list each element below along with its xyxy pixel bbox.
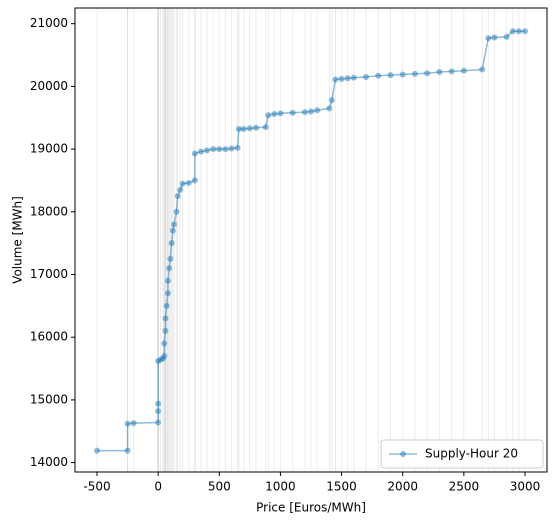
data-point bbox=[228, 145, 235, 152]
data-point bbox=[161, 353, 168, 359]
data-point bbox=[387, 72, 394, 79]
data-point bbox=[399, 71, 406, 78]
data-point bbox=[314, 107, 321, 114]
x-axis-label: Price [Euros/MWh] bbox=[256, 501, 366, 515]
data-point bbox=[509, 28, 516, 35]
data-point bbox=[161, 340, 168, 347]
data-point bbox=[197, 148, 204, 155]
data-point bbox=[265, 112, 272, 119]
data-point bbox=[460, 67, 467, 74]
data-point bbox=[350, 74, 357, 81]
legend-label: Supply-Hour 20 bbox=[425, 447, 518, 461]
data-point bbox=[344, 75, 351, 82]
data-point bbox=[235, 126, 242, 133]
y-tick-label: 19000 bbox=[30, 142, 68, 156]
y-tick-label: 16000 bbox=[30, 330, 68, 344]
data-point bbox=[169, 227, 176, 234]
data-point bbox=[155, 400, 162, 407]
data-point bbox=[163, 302, 170, 309]
data-point bbox=[164, 290, 171, 297]
data-point bbox=[491, 34, 498, 41]
y-tick-label: 17000 bbox=[30, 267, 68, 281]
data-point bbox=[375, 72, 382, 79]
data-point bbox=[436, 68, 443, 75]
legend: Supply-Hour 20 bbox=[380, 439, 544, 469]
data-point bbox=[162, 315, 169, 322]
x-tick-label: 1500 bbox=[326, 480, 357, 494]
data-point bbox=[179, 180, 186, 187]
data-point bbox=[234, 144, 241, 151]
data-point bbox=[124, 420, 131, 427]
data-point bbox=[271, 110, 278, 117]
data-point bbox=[191, 150, 198, 157]
x-tick-label: -500 bbox=[83, 480, 110, 494]
data-point bbox=[328, 97, 335, 104]
x-tick-label: 0 bbox=[154, 480, 162, 494]
data-point bbox=[411, 70, 418, 77]
data-point bbox=[204, 147, 211, 154]
data-point bbox=[124, 447, 131, 454]
y-tick-label: 14000 bbox=[30, 455, 68, 469]
data-point bbox=[363, 73, 370, 80]
data-point bbox=[246, 125, 253, 132]
y-tick-label: 18000 bbox=[30, 204, 68, 218]
legend-box bbox=[380, 439, 544, 469]
data-point bbox=[130, 420, 137, 427]
data-point bbox=[448, 68, 455, 75]
data-point bbox=[485, 35, 492, 42]
x-tick-label: 1000 bbox=[265, 480, 296, 494]
data-point bbox=[424, 70, 431, 77]
legend-marker bbox=[400, 451, 406, 457]
data-point bbox=[308, 108, 314, 115]
y-tick-label: 21000 bbox=[30, 16, 68, 30]
data-point bbox=[240, 126, 247, 133]
x-tick-label: 2000 bbox=[387, 480, 418, 494]
data-point bbox=[94, 447, 101, 454]
data-point bbox=[515, 28, 522, 35]
x-tick-label: 500 bbox=[208, 480, 231, 494]
data-point bbox=[185, 179, 192, 186]
data-point bbox=[216, 146, 223, 153]
data-point bbox=[167, 255, 174, 262]
data-point bbox=[262, 124, 269, 131]
data-point bbox=[277, 110, 284, 117]
data-point bbox=[252, 124, 259, 131]
y-tick-label: 20000 bbox=[30, 79, 68, 93]
data-point bbox=[164, 277, 171, 284]
data-point bbox=[521, 28, 528, 35]
series-line bbox=[97, 30, 525, 452]
data-point bbox=[289, 109, 296, 116]
data-point bbox=[168, 240, 175, 247]
data-point bbox=[332, 76, 339, 83]
data-point bbox=[479, 66, 486, 73]
data-point bbox=[171, 221, 178, 228]
plot-frame bbox=[74, 7, 548, 473]
data-point bbox=[155, 408, 162, 415]
data-point bbox=[162, 327, 169, 334]
data-point bbox=[222, 146, 229, 153]
data-point bbox=[174, 193, 181, 200]
x-tick-label: 3000 bbox=[510, 480, 541, 494]
data-point bbox=[177, 186, 184, 193]
data-point bbox=[326, 105, 333, 112]
data-point bbox=[210, 146, 217, 153]
y-tick-label: 15000 bbox=[30, 392, 68, 406]
y-axis-label: Volume [MWh] bbox=[11, 196, 25, 284]
x-tick-label: 2500 bbox=[449, 480, 480, 494]
data-point bbox=[173, 208, 180, 215]
data-point bbox=[166, 265, 173, 272]
data-point bbox=[301, 109, 308, 116]
data-point bbox=[155, 419, 162, 426]
data-point bbox=[191, 177, 198, 184]
data-point bbox=[503, 33, 510, 40]
data-point bbox=[338, 75, 345, 82]
